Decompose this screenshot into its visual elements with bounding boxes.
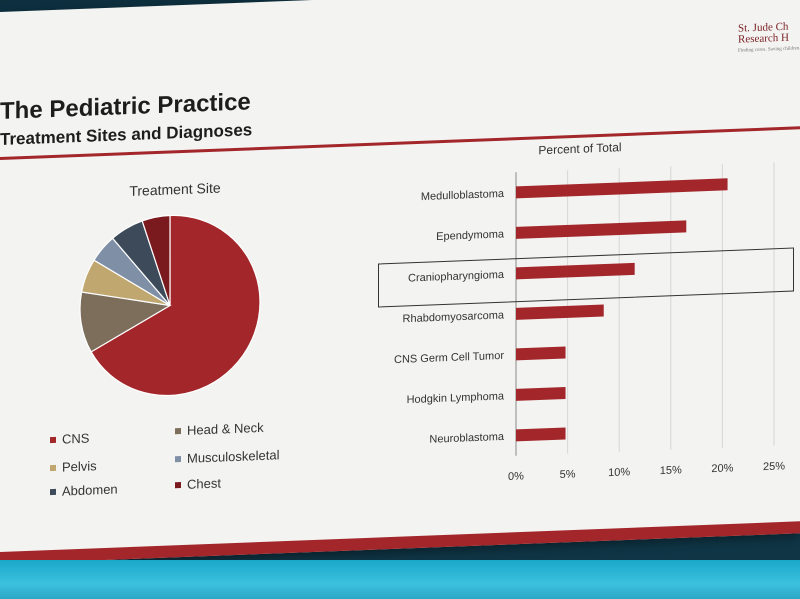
bar-craniopharyngioma bbox=[516, 262, 635, 280]
legend-swatch bbox=[175, 427, 181, 434]
bar-medulloblastoma bbox=[516, 178, 728, 199]
legend-swatch bbox=[50, 436, 56, 443]
x-tick-label: 5% bbox=[560, 468, 576, 481]
legend-label: Head & Neck bbox=[187, 419, 264, 438]
legend-item-head-neck: Head & Neck bbox=[175, 420, 264, 438]
bar-chart-title: Percent of Total bbox=[538, 140, 622, 158]
legend-item-chest: Chest bbox=[175, 476, 221, 493]
x-tick-label: 25% bbox=[763, 460, 785, 473]
legend-item-pelvis: Pelvis bbox=[50, 458, 97, 475]
legend-swatch bbox=[50, 488, 56, 495]
legend-label: CNS bbox=[62, 430, 90, 447]
legend-item-abdomen: Abdomen bbox=[50, 481, 118, 499]
pie-slice-cns bbox=[90, 214, 261, 397]
legend-swatch bbox=[175, 481, 181, 488]
x-tick-label: 10% bbox=[608, 466, 630, 479]
slide-title: The Pediatric Practice bbox=[0, 88, 251, 125]
logo-tagline: Finding cures. Saving children. bbox=[738, 46, 800, 54]
category-label: Ependymoma bbox=[436, 228, 505, 243]
slide-subtitle: Treatment Sites and Diagnoses bbox=[0, 120, 253, 149]
slide-footer-band bbox=[0, 521, 800, 564]
category-label: CNS Germ Cell Tumor bbox=[394, 350, 504, 366]
legend-item-musculoskeletal: Musculoskeletal bbox=[175, 447, 280, 466]
legend-swatch bbox=[175, 455, 181, 462]
legend-item-cns: CNS bbox=[50, 431, 89, 448]
pie-chart bbox=[79, 214, 261, 397]
logo: St. Jude Ch Research H Finding cures. Sa… bbox=[738, 21, 800, 56]
bar-rhabdomyosarcoma bbox=[516, 304, 604, 320]
category-label: Neuroblastoma bbox=[429, 431, 504, 446]
legend-label: Pelvis bbox=[62, 458, 97, 475]
stage-floor bbox=[0, 560, 800, 599]
pie-slice-chest bbox=[141, 214, 171, 306]
legend-label: Chest bbox=[187, 475, 221, 492]
pie-chart-title: Treatment Site bbox=[129, 179, 221, 200]
legend-label: Abdomen bbox=[62, 481, 118, 499]
category-label: Hodgkin Lymphoma bbox=[407, 390, 505, 406]
bar-chart: 0% 5% 10% 15% 20% 25% Medulloblastoma Ependymom… bbox=[394, 162, 785, 483]
x-tick-label: 15% bbox=[660, 464, 682, 477]
bar-neuroblastoma bbox=[516, 427, 566, 442]
pie-legend: CNS Head & Neck Pelvis Musculoskeletal Abdom… bbox=[50, 420, 330, 499]
bar-ependymoma bbox=[516, 220, 687, 239]
category-label: Craniopharyngioma bbox=[408, 269, 505, 285]
legend-label: Musculoskeletal bbox=[187, 447, 280, 466]
category-label: Rhabdomyosarcoma bbox=[403, 309, 505, 325]
x-tick-label: 20% bbox=[711, 462, 733, 475]
bar-cns-germ-cell-tumor bbox=[516, 346, 566, 361]
category-label: Medulloblastoma bbox=[421, 188, 505, 203]
legend-swatch bbox=[50, 464, 56, 471]
x-tick-label: 0% bbox=[508, 470, 524, 483]
bar-hodgkin-lymphoma bbox=[516, 387, 566, 401]
slide: St. Jude Ch Research H Finding cures. Sa… bbox=[0, 0, 800, 565]
